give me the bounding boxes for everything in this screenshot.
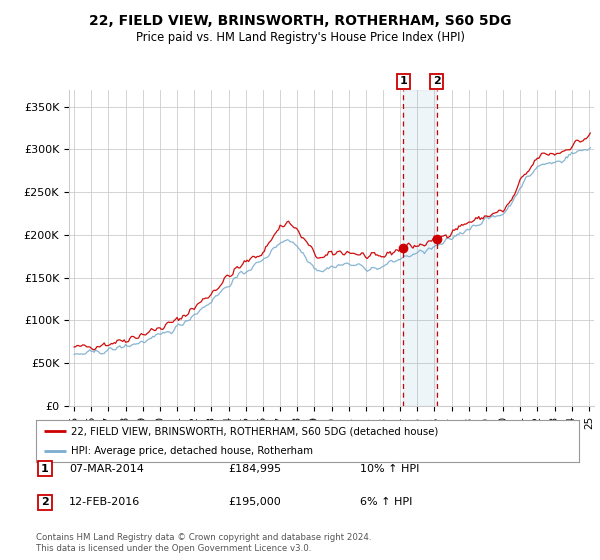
Text: 22, FIELD VIEW, BRINSWORTH, ROTHERHAM, S60 5DG (detached house): 22, FIELD VIEW, BRINSWORTH, ROTHERHAM, S…: [71, 426, 439, 436]
Text: 2: 2: [41, 497, 49, 507]
Text: 12-FEB-2016: 12-FEB-2016: [69, 497, 140, 507]
Text: £195,000: £195,000: [228, 497, 281, 507]
Text: 1: 1: [400, 76, 407, 86]
Bar: [403, 90, 436, 406]
Text: £184,995: £184,995: [228, 464, 281, 474]
Text: 10% ↑ HPI: 10% ↑ HPI: [360, 464, 419, 474]
Text: Contains HM Land Registry data © Crown copyright and database right 2024.
This d: Contains HM Land Registry data © Crown c…: [36, 533, 371, 553]
Text: 1: 1: [41, 464, 49, 474]
Text: 6% ↑ HPI: 6% ↑ HPI: [360, 497, 412, 507]
Text: 2: 2: [433, 76, 440, 86]
Text: HPI: Average price, detached house, Rotherham: HPI: Average price, detached house, Roth…: [71, 446, 313, 456]
Text: Price paid vs. HM Land Registry's House Price Index (HPI): Price paid vs. HM Land Registry's House …: [136, 31, 464, 44]
Text: 22, FIELD VIEW, BRINSWORTH, ROTHERHAM, S60 5DG: 22, FIELD VIEW, BRINSWORTH, ROTHERHAM, S…: [89, 14, 511, 28]
Text: 07-MAR-2014: 07-MAR-2014: [69, 464, 144, 474]
